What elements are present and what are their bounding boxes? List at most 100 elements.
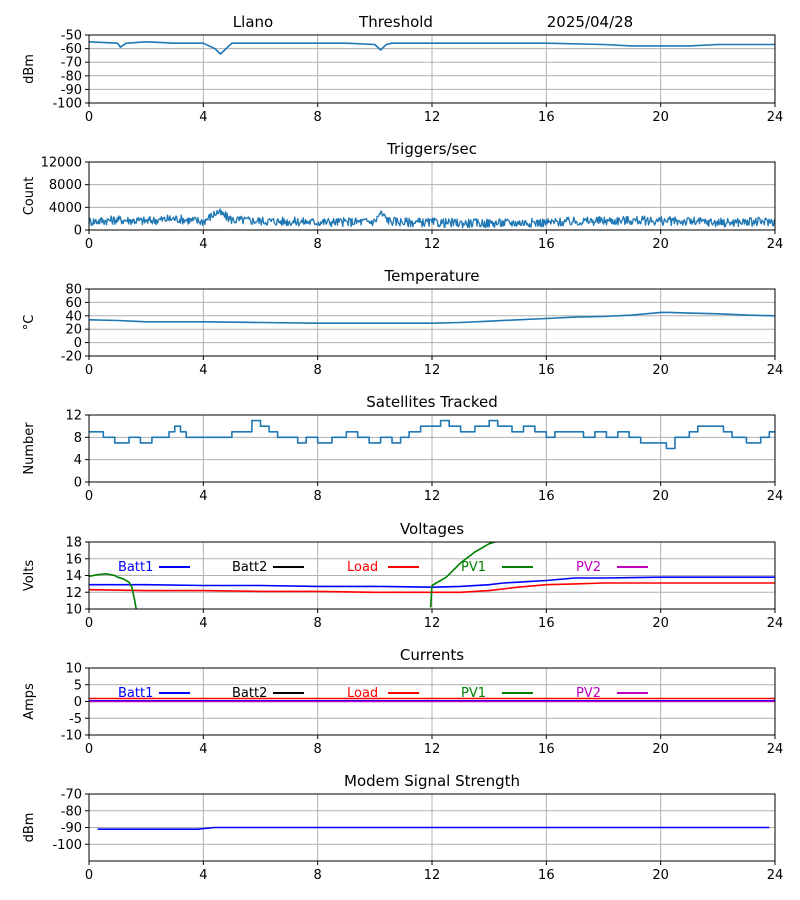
x-tick-label: 24: [767, 363, 784, 378]
x-tick-label: 16: [538, 489, 555, 504]
y-tick-label: -80: [61, 69, 82, 84]
y-tick-label: 60: [65, 296, 82, 311]
x-tick-label: 0: [85, 489, 93, 504]
series-line: [89, 208, 775, 229]
x-tick-label: 4: [199, 616, 207, 631]
series-line: [89, 41, 775, 55]
y-tick-label: 8: [74, 431, 82, 446]
y-tick-label: 0: [74, 336, 82, 351]
x-tick-label: 16: [538, 363, 555, 378]
legend-label: PV1: [461, 560, 486, 575]
x-tick-label: 24: [767, 616, 784, 631]
y-tick-label: 10: [65, 662, 82, 677]
y-tick-label: 14: [65, 569, 82, 584]
chart-title: Voltages: [400, 520, 464, 538]
chart-panel-6: Modem Signal Strength dBm 0 4 8 12 16 20 24 -100 -…: [22, 772, 783, 883]
series-line: [89, 582, 775, 594]
legend-label: Batt1: [118, 560, 153, 575]
x-tick-label: 12: [424, 742, 441, 757]
x-tick-label: 8: [314, 868, 322, 883]
y-tick-label: 8000: [49, 178, 82, 193]
y-axis-label: Volts: [22, 560, 37, 592]
x-tick-label: 0: [85, 363, 93, 378]
x-tick-label: 24: [767, 110, 784, 125]
y-tick-label: 0: [74, 476, 82, 491]
x-tick-label: 8: [314, 616, 322, 631]
header-station: Llano: [233, 13, 273, 31]
y-tick-label: 4: [74, 453, 82, 468]
legend-label: Batt2: [232, 560, 267, 575]
y-tick-label: 40: [65, 309, 82, 324]
legend-label: Batt2: [232, 686, 267, 701]
y-axis-label: dBm: [22, 54, 37, 84]
x-tick-label: 0: [85, 110, 93, 125]
x-tick-label: 24: [767, 237, 784, 252]
x-tick-label: 4: [199, 110, 207, 125]
x-tick-label: 8: [314, 237, 322, 252]
x-tick-label: 12: [424, 868, 441, 883]
y-tick-label: 10: [65, 603, 82, 618]
y-tick-label: -5: [69, 712, 82, 727]
header-mode: Threshold: [358, 13, 433, 31]
y-axis-label: Count: [22, 177, 37, 216]
chart-title: Modem Signal Strength: [344, 772, 520, 790]
chart-title: Currents: [400, 646, 464, 664]
plot-frame: [88, 667, 776, 736]
x-tick-label: 4: [199, 868, 207, 883]
x-tick-label: 24: [767, 868, 784, 883]
legend-label: PV1: [461, 686, 486, 701]
chart-panel-3: Satellites Tracked Number 0 4 8 12 16 20 24 0 4 8 12: [22, 393, 783, 504]
y-tick-label: 12: [65, 409, 82, 424]
series-line: [89, 311, 775, 324]
plot-frame: [88, 34, 776, 104]
y-tick-label: 12: [65, 586, 82, 601]
x-tick-label: 4: [199, 363, 207, 378]
chart-title: Temperature: [383, 267, 479, 285]
series-line: [89, 419, 775, 450]
y-tick-label: 4000: [49, 201, 82, 216]
y-tick-label: -70: [61, 788, 82, 803]
legend-label: Load: [347, 560, 378, 575]
y-axis-label: °C: [22, 315, 37, 331]
x-tick-label: 20: [652, 489, 669, 504]
x-tick-label: 8: [314, 742, 322, 757]
x-tick-label: 20: [652, 110, 669, 125]
y-tick-label: -90: [61, 83, 82, 98]
x-tick-label: 12: [424, 363, 441, 378]
header-date: 2025/04/28: [547, 13, 633, 31]
x-tick-label: 8: [314, 489, 322, 504]
legend-label: PV2: [576, 560, 601, 575]
plot-frame: [88, 161, 776, 231]
x-tick-label: 8: [314, 110, 322, 125]
x-tick-label: 12: [424, 237, 441, 252]
legend-label: Batt1: [118, 686, 153, 701]
x-tick-label: 4: [199, 237, 207, 252]
y-tick-label: 18: [65, 536, 82, 551]
y-tick-label: 20: [65, 323, 82, 338]
x-tick-label: 4: [199, 742, 207, 757]
y-axis-label: Number: [22, 422, 37, 475]
x-tick-label: 16: [538, 616, 555, 631]
y-tick-label: 12000: [41, 156, 82, 171]
y-tick-label: -90: [61, 821, 82, 836]
x-tick-label: 20: [652, 868, 669, 883]
plot-frame: [88, 414, 776, 483]
x-tick-label: 0: [85, 237, 93, 252]
legend-label: Load: [347, 686, 378, 701]
y-tick-label: -100: [52, 838, 82, 853]
y-tick-label: -80: [61, 804, 82, 819]
x-tick-label: 20: [652, 616, 669, 631]
x-tick-label: 0: [85, 868, 93, 883]
x-tick-label: 16: [538, 237, 555, 252]
x-tick-label: 20: [652, 237, 669, 252]
x-tick-label: 16: [538, 110, 555, 125]
y-tick-label: -70: [61, 56, 82, 71]
x-tick-label: 24: [767, 742, 784, 757]
series-line: [429, 542, 496, 608]
y-tick-label: 5: [74, 678, 82, 693]
